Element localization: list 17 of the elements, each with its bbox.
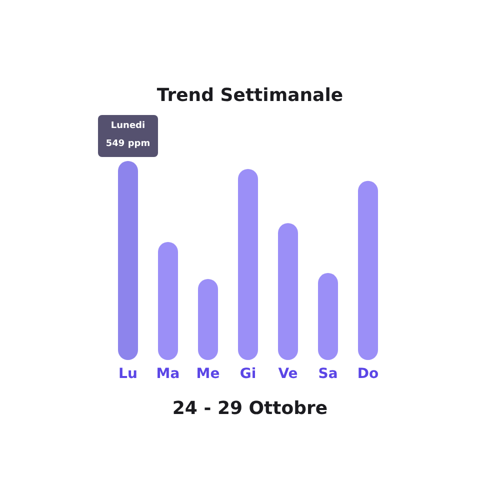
x-tick-label: Me — [196, 366, 220, 382]
bar — [158, 242, 178, 360]
annotation: Lunedi 549 ppm — [106, 121, 150, 149]
x-tick-label: Do — [357, 366, 379, 382]
x-axis-title: 24 - 29 Ottobre — [172, 398, 328, 419]
x-tick-label: Gi — [240, 366, 256, 382]
bar — [358, 180, 378, 360]
x-tick-label: Ma — [156, 366, 180, 382]
bar — [198, 279, 218, 360]
x-tick-label: Lu — [118, 366, 138, 382]
chart-title: Trend Settimanale — [156, 85, 344, 106]
bar — [318, 273, 338, 360]
x-tick-label: Ve — [278, 366, 298, 382]
bar — [238, 168, 258, 360]
bar — [118, 161, 138, 360]
bar — [278, 223, 298, 360]
x-tick-label: Sa — [318, 366, 338, 382]
